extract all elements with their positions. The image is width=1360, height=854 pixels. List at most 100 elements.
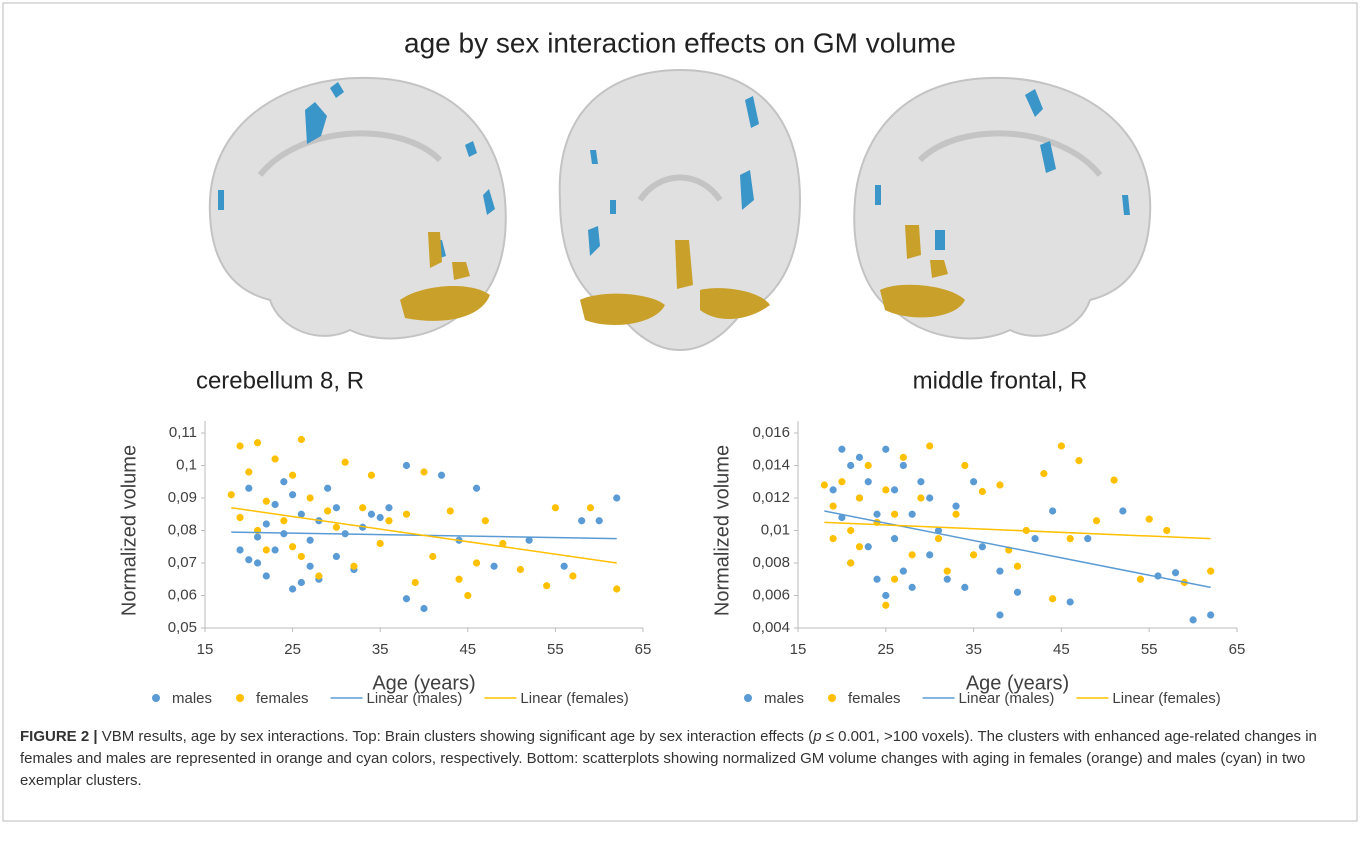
data-point xyxy=(324,485,331,492)
data-point xyxy=(385,504,392,511)
x-tick-label: 65 xyxy=(635,641,652,658)
data-point xyxy=(882,486,889,493)
data-point xyxy=(1014,563,1021,570)
data-point xyxy=(1137,576,1144,583)
legend-label: males xyxy=(764,690,804,707)
data-point xyxy=(900,454,907,461)
chart-title: middle frontal, R xyxy=(913,367,1088,394)
data-point xyxy=(961,584,968,591)
data-point xyxy=(578,517,585,524)
data-point xyxy=(263,520,270,527)
data-point xyxy=(1207,568,1214,575)
y-tick-label: 0,08 xyxy=(168,521,197,538)
x-tick-label: 15 xyxy=(790,641,807,658)
data-point xyxy=(909,584,916,591)
data-point xyxy=(873,511,880,518)
data-point xyxy=(970,478,977,485)
data-point xyxy=(996,481,1003,488)
y-tick-label: 0,07 xyxy=(168,554,197,571)
data-point xyxy=(245,468,252,475)
data-point xyxy=(280,517,287,524)
data-point xyxy=(271,546,278,553)
data-point xyxy=(926,551,933,558)
data-point xyxy=(561,563,568,570)
data-point xyxy=(298,579,305,586)
caption-label: FIGURE 2 | xyxy=(20,728,98,745)
data-point xyxy=(944,568,951,575)
data-point xyxy=(909,511,916,518)
legend-marker xyxy=(744,694,752,702)
data-point xyxy=(1058,442,1065,449)
data-point xyxy=(1031,535,1038,542)
data-point xyxy=(900,462,907,469)
data-point xyxy=(333,504,340,511)
data-point xyxy=(569,572,576,579)
data-point xyxy=(517,566,524,573)
y-tick-label: 0,05 xyxy=(168,619,197,636)
data-point xyxy=(838,478,845,485)
y-tick-label: 0,016 xyxy=(752,424,790,441)
figure-caption: FIGURE 2 | VBM results, age by sex inter… xyxy=(20,726,1338,792)
legend-label: Linear (females) xyxy=(520,690,628,707)
data-point xyxy=(856,543,863,550)
caption-italic: p xyxy=(813,728,821,745)
legend-label: Linear (females) xyxy=(1112,690,1220,707)
y-tick-label: 0,008 xyxy=(752,554,790,571)
data-point xyxy=(935,535,942,542)
data-point xyxy=(447,507,454,514)
data-point xyxy=(307,494,314,501)
data-point xyxy=(961,462,968,469)
data-point xyxy=(298,436,305,443)
chart-title: cerebellum 8, R xyxy=(196,367,364,394)
x-tick-label: 45 xyxy=(459,641,476,658)
y-tick-label: 0,1 xyxy=(176,456,197,473)
data-point xyxy=(385,517,392,524)
y-tick-label: 0,006 xyxy=(752,586,790,603)
data-point xyxy=(377,514,384,521)
x-tick-label: 35 xyxy=(965,641,982,658)
brain-left xyxy=(210,78,506,339)
data-point xyxy=(944,576,951,583)
data-point xyxy=(473,559,480,566)
data-point xyxy=(403,511,410,518)
data-point xyxy=(420,605,427,612)
data-point xyxy=(271,455,278,462)
data-point xyxy=(821,481,828,488)
legend-label: Linear (males) xyxy=(367,690,463,707)
data-point xyxy=(1163,527,1170,534)
y-tick-label: 0,004 xyxy=(752,619,790,636)
data-point xyxy=(909,551,916,558)
data-point xyxy=(482,517,489,524)
data-point xyxy=(420,468,427,475)
data-point xyxy=(891,535,898,542)
data-point xyxy=(254,559,261,566)
data-point xyxy=(1093,517,1100,524)
data-point xyxy=(298,553,305,560)
data-point xyxy=(333,524,340,531)
y-tick-label: 0,012 xyxy=(752,489,790,506)
data-point xyxy=(917,478,924,485)
x-tick-label: 65 xyxy=(1229,641,1246,658)
data-point xyxy=(970,551,977,558)
x-tick-label: 55 xyxy=(1141,641,1158,658)
y-tick-label: 0,014 xyxy=(752,456,790,473)
data-point xyxy=(236,442,243,449)
data-point xyxy=(552,504,559,511)
data-point xyxy=(830,503,837,510)
brain-right xyxy=(854,78,1150,339)
data-point xyxy=(856,454,863,461)
caption-text: VBM results, age by sex interactions. To… xyxy=(98,728,814,745)
data-point xyxy=(236,546,243,553)
data-point xyxy=(1014,589,1021,596)
legend-marker xyxy=(828,694,836,702)
data-point xyxy=(856,494,863,501)
data-point xyxy=(1190,616,1197,623)
y-tick-label: 0,01 xyxy=(761,521,790,538)
data-point xyxy=(865,462,872,469)
data-point xyxy=(359,504,366,511)
data-point xyxy=(473,485,480,492)
data-point xyxy=(438,472,445,479)
data-point xyxy=(377,540,384,547)
data-point xyxy=(412,579,419,586)
legend-marker xyxy=(236,694,244,702)
